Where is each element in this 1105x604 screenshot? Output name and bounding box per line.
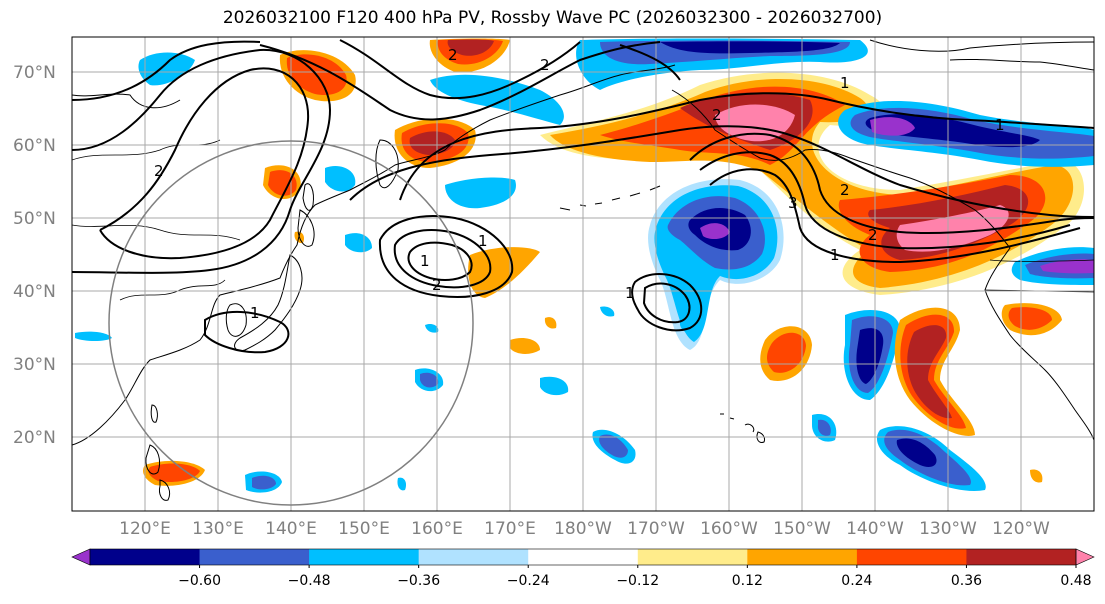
map-title: 2026032100 F120 400 hPa PV, Rossby Wave …: [222, 8, 883, 28]
lon-label: 140°E: [265, 519, 317, 539]
colorbar-tick-label: −0.48: [288, 573, 331, 589]
latitude-labels: 70°N 60°N 50°N 40°N 30°N 20°N: [13, 63, 56, 448]
contour-label: 2: [840, 181, 850, 199]
lon-label: 150°W: [773, 519, 831, 539]
lon-label: 120°E: [119, 519, 171, 539]
contour-labels: 2 2 2 1 2 1 2 1 3 1 2 1 1 1 2: [154, 46, 1005, 322]
lon-label: 160°W: [700, 519, 758, 539]
colorbar-extend-max: [1075, 548, 1095, 566]
lat-label: 60°N: [13, 136, 56, 156]
lat-label: 70°N: [13, 63, 56, 83]
colorbar-tick-label: −0.60: [178, 573, 221, 589]
contour-label: 1: [420, 252, 430, 270]
lon-label: 130°E: [192, 519, 244, 539]
contour-label: 2: [540, 56, 550, 74]
contour-label: 2: [154, 162, 164, 180]
colorbar-tick-label: −0.36: [397, 573, 440, 589]
contour-label: 1: [830, 246, 840, 264]
colorbar-bin: [966, 549, 1077, 565]
lat-label: 20°N: [13, 428, 56, 448]
lon-label: 170°E: [484, 519, 536, 539]
lon-label: 140°W: [846, 519, 904, 539]
colorbar-extend-min: [71, 548, 91, 566]
colorbar-frame: [89, 548, 1077, 566]
contour-label: 1: [995, 116, 1005, 134]
colorbar-tick-label: 0.48: [1060, 573, 1091, 589]
lon-label: 150°E: [338, 519, 390, 539]
contour-label: 2: [448, 46, 458, 64]
colorbar-bin: [856, 549, 967, 565]
pv-contours: [72, 39, 1094, 354]
lat-label: 30°N: [13, 355, 56, 375]
contour-label: 1: [478, 232, 488, 250]
colorbar-bin: [418, 549, 529, 565]
colorbar-bin: [528, 549, 639, 565]
colorbar-bin: [90, 549, 201, 565]
contour-label: 3: [788, 194, 798, 212]
contour-label: 2: [432, 276, 442, 294]
colorbar: −0.60 −0.48 −0.36 −0.24 −0.12 0.12 0.24 0.36 0.4…: [71, 548, 1095, 589]
lon-label: 170°W: [627, 519, 685, 539]
lon-label: 130°W: [919, 519, 977, 539]
lon-label: 160°E: [411, 519, 463, 539]
influence-circle: [108, 140, 474, 506]
contour-label: 1: [250, 304, 260, 322]
colorbar-bin: [747, 549, 858, 565]
lat-label: 50°N: [13, 209, 56, 229]
colorbar-tick-label: 0.12: [732, 573, 763, 589]
contour-label: 1: [840, 74, 850, 92]
map-frame: [71, 36, 1095, 512]
lat-label: 40°N: [13, 282, 56, 302]
colorbar-tick-label: −0.12: [616, 573, 659, 589]
contour-label: 2: [712, 106, 722, 124]
colorbar-bin: [199, 549, 310, 565]
colorbar-bin: [309, 549, 420, 565]
longitude-labels: 120°E 130°E 140°E 150°E 160°E 170°E 180°…: [119, 519, 1050, 539]
colorbar-tick-label: 0.36: [951, 573, 982, 589]
colorbar-bin: [637, 549, 748, 565]
coastlines: [72, 39, 1094, 501]
colorbar-tick-label: 0.24: [841, 573, 872, 589]
colorbar-tick-label: −0.24: [507, 573, 550, 589]
lon-label: 120°W: [992, 519, 1050, 539]
lon-label: 180°W: [554, 519, 612, 539]
contour-label: 1: [625, 284, 635, 302]
contour-label: 2: [868, 226, 878, 244]
